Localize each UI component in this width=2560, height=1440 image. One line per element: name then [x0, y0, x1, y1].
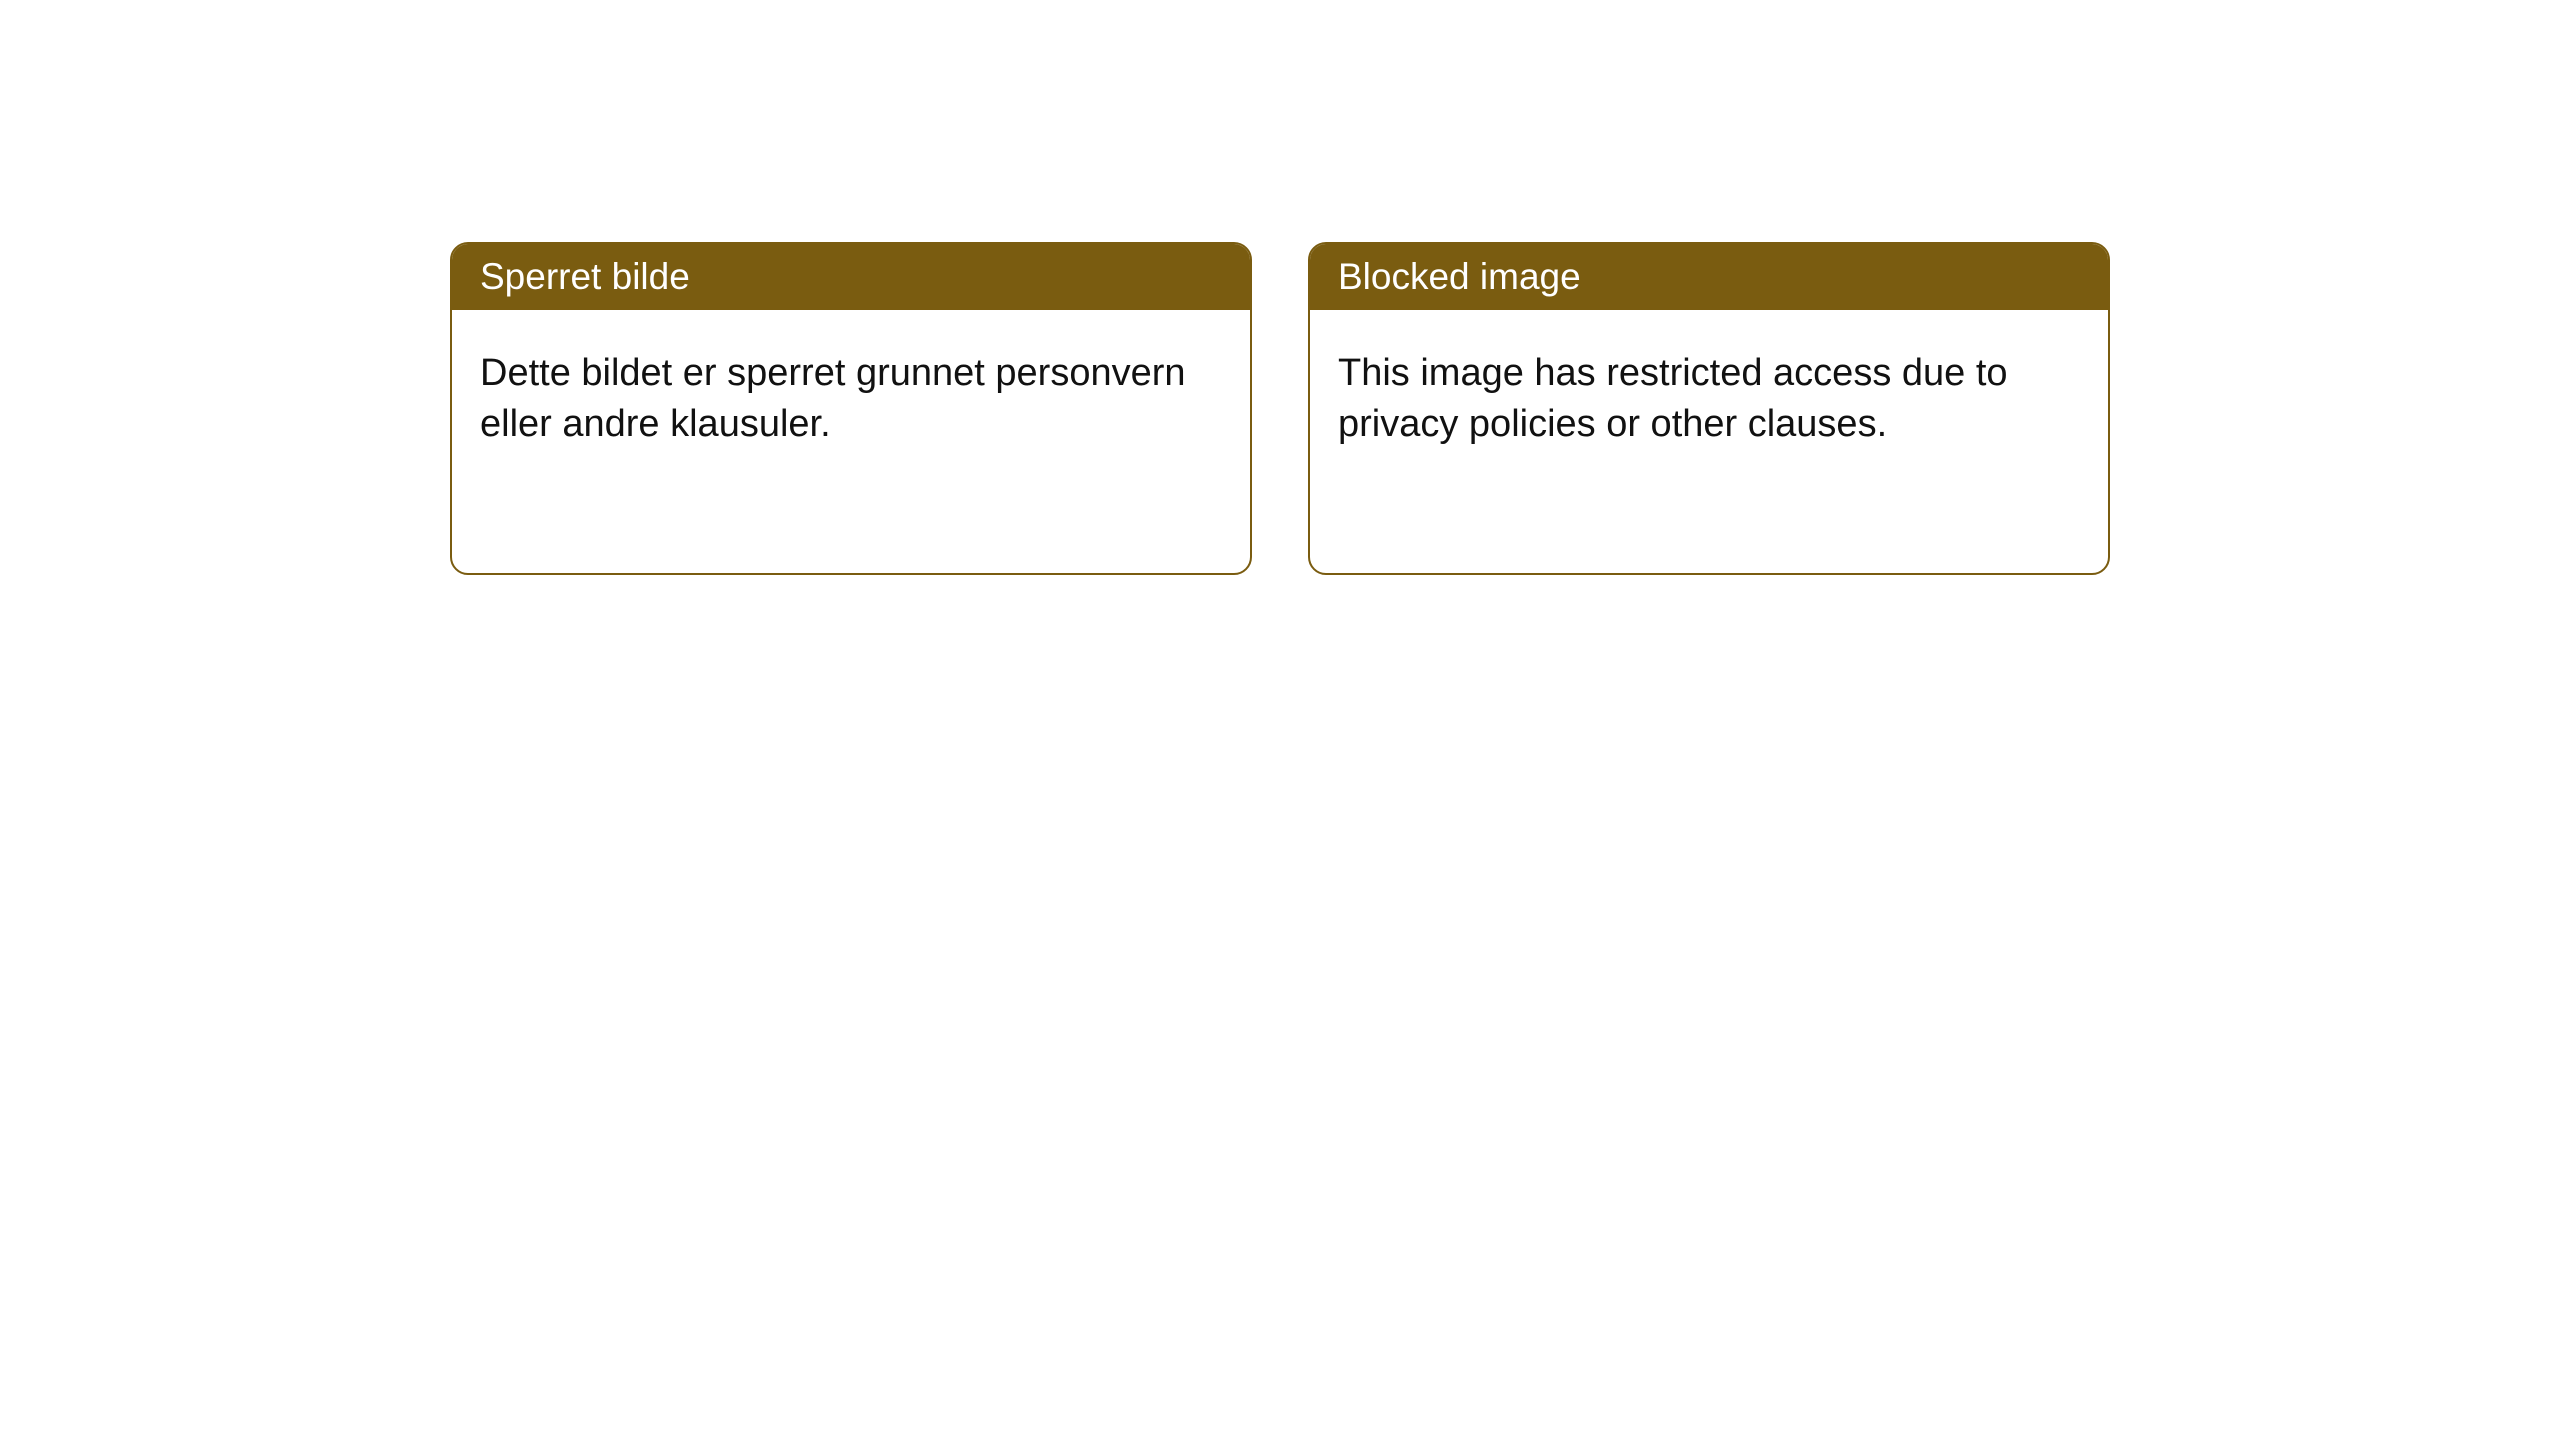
card-title: Sperret bilde	[480, 256, 690, 297]
card-body: This image has restricted access due to …	[1310, 310, 2108, 489]
card-header: Sperret bilde	[452, 244, 1250, 310]
card-body: Dette bildet er sperret grunnet personve…	[452, 310, 1250, 489]
card-body-text: This image has restricted access due to …	[1338, 352, 2008, 445]
notice-container: Sperret bilde Dette bildet er sperret gr…	[0, 0, 2560, 575]
notice-card-english: Blocked image This image has restricted …	[1308, 242, 2110, 575]
card-header: Blocked image	[1310, 244, 2108, 310]
card-title: Blocked image	[1338, 256, 1581, 297]
notice-card-norwegian: Sperret bilde Dette bildet er sperret gr…	[450, 242, 1252, 575]
card-body-text: Dette bildet er sperret grunnet personve…	[480, 352, 1186, 445]
